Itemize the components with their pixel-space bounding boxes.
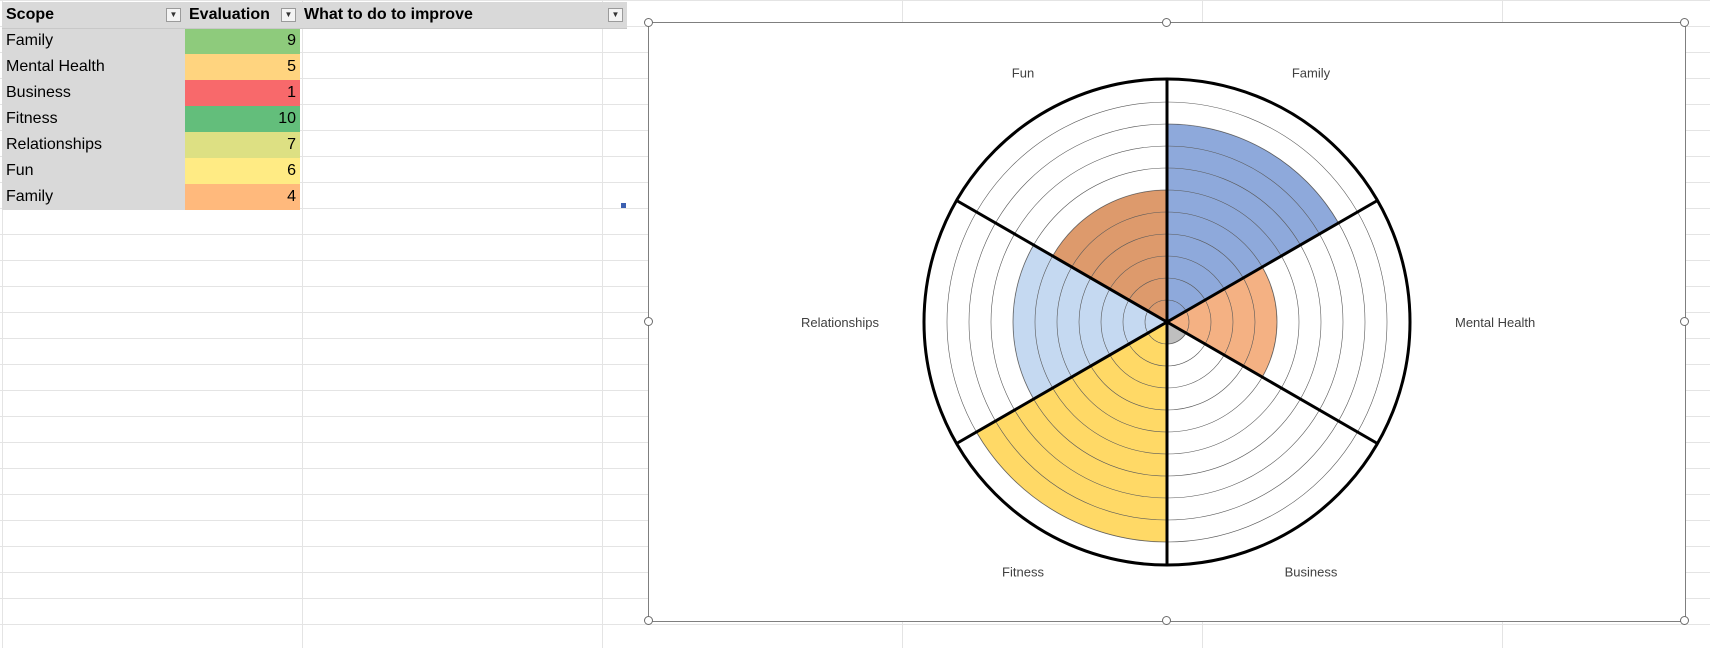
table-row: Relationships 7 [2, 132, 627, 158]
table-row: Family 9 [2, 28, 627, 54]
header-row: Scope ▼ Evaluation ▼ What to do to impro… [2, 2, 627, 29]
improve-cell[interactable] [300, 106, 627, 132]
resize-handle-top[interactable] [1162, 18, 1171, 27]
table-row: Fitness 10 [2, 106, 627, 132]
spoke-line [1166, 199, 1379, 324]
category-label: Fitness [1002, 564, 1044, 579]
header-scope-label: Scope [6, 5, 55, 23]
improve-cell[interactable] [300, 158, 627, 184]
table-row: Mental Health 5 [2, 54, 627, 80]
spoke-line [955, 199, 1168, 324]
evaluation-cell[interactable]: 10 [185, 106, 300, 132]
spoke-line [955, 320, 1168, 445]
improve-cell[interactable] [300, 132, 627, 158]
scope-cell[interactable]: Fun [2, 158, 185, 184]
resize-handle-right[interactable] [1680, 317, 1689, 326]
category-label: Family [1292, 66, 1331, 81]
evaluation-cell[interactable]: 5 [185, 54, 300, 80]
header-improve: What to do to improve ▼ [300, 2, 627, 29]
improve-cell[interactable] [300, 28, 627, 54]
table-row: Fun 6 [2, 158, 627, 184]
table-resize-handle[interactable] [621, 203, 626, 208]
data-table: Scope ▼ Evaluation ▼ What to do to impro… [2, 2, 627, 210]
improve-cell[interactable] [300, 184, 627, 210]
category-label: Relationships [801, 315, 880, 330]
scope-cell[interactable]: Family [2, 184, 185, 210]
resize-handle-bottom-right[interactable] [1680, 616, 1689, 625]
scope-filter-dropdown-icon[interactable]: ▼ [166, 8, 181, 22]
polar-area-chart: Family Mental Health Business Fitness Relati… [801, 66, 1535, 580]
table-row: Family 4 [2, 184, 627, 210]
improve-cell[interactable] [300, 80, 627, 106]
category-label: Business [1285, 564, 1338, 579]
improve-filter-dropdown-icon[interactable]: ▼ [608, 8, 623, 22]
scope-cell[interactable]: Mental Health [2, 54, 185, 80]
resize-handle-top-left[interactable] [644, 18, 653, 27]
header-evaluation: Evaluation ▼ [185, 2, 300, 29]
table-row: Business 1 [2, 80, 627, 106]
scope-cell[interactable]: Relationships [2, 132, 185, 158]
resize-handle-bottom-left[interactable] [644, 616, 653, 625]
evaluation-filter-dropdown-icon[interactable]: ▼ [281, 8, 296, 22]
evaluation-cell[interactable]: 6 [185, 158, 300, 184]
category-label: Mental Health [1455, 315, 1535, 330]
header-evaluation-label: Evaluation [189, 5, 270, 23]
evaluation-cell[interactable]: 7 [185, 132, 300, 158]
evaluation-cell[interactable]: 9 [185, 28, 300, 54]
header-scope: Scope ▼ [2, 2, 185, 29]
resize-handle-left[interactable] [644, 317, 653, 326]
spoke-line [1166, 320, 1379, 445]
outer-ring [922, 77, 1412, 567]
header-improve-label: What to do to improve [304, 5, 473, 23]
scope-cell[interactable]: Fitness [2, 106, 185, 132]
improve-cell[interactable] [300, 54, 627, 80]
resize-handle-bottom[interactable] [1162, 616, 1171, 625]
scope-cell[interactable]: Family [2, 28, 185, 54]
category-label: Fun [1012, 66, 1034, 81]
scope-cell[interactable]: Business [2, 80, 185, 106]
chart-area[interactable]: Family Mental Health Business Fitness Relati… [644, 18, 1689, 625]
evaluation-cell[interactable]: 1 [185, 80, 300, 106]
resize-handle-top-right[interactable] [1680, 18, 1689, 27]
evaluation-cell[interactable]: 4 [185, 184, 300, 210]
